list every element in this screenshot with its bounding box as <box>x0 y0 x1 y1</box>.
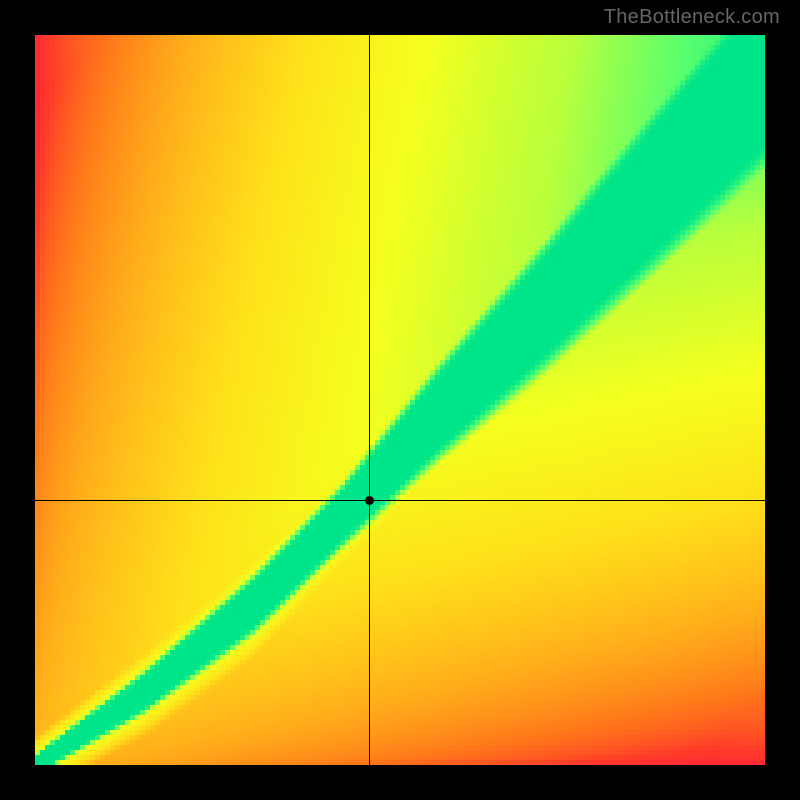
crosshair-vertical <box>369 35 370 765</box>
bottleneck-heatmap <box>35 35 765 765</box>
crosshair-marker <box>365 496 374 505</box>
watermark-text: TheBottleneck.com <box>604 6 780 29</box>
figure-root: TheBottleneck.com <box>0 0 800 800</box>
crosshair-horizontal <box>35 500 765 501</box>
plot-area <box>35 35 765 765</box>
